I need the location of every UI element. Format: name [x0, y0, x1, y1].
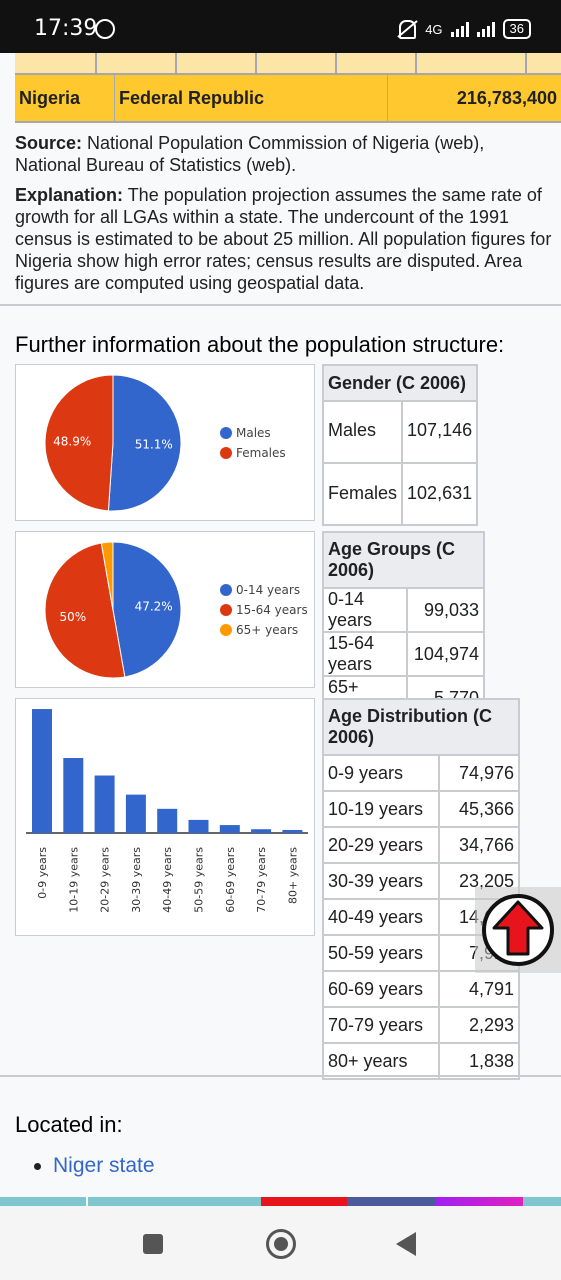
gender-table-title: Gender (C 2006)	[321, 364, 479, 402]
table-row: Males 107,146	[321, 400, 479, 464]
footer-color-bar	[0, 1197, 561, 1206]
divider	[0, 1075, 561, 1077]
pie-slice-males	[107, 374, 182, 512]
age-distribution-chart: 0-9 years 10-19 years 20-29 years 30-39 yea…	[15, 698, 315, 936]
bar-50-59-years	[188, 819, 209, 833]
bar-tick-label: 70-79 years	[255, 847, 268, 913]
table-row: 20-29 years 34,766	[322, 826, 521, 864]
android-nav-bar	[0, 1206, 561, 1280]
table-row: 0-9 years 74,976	[322, 754, 521, 792]
age-groups-legend: 0-14 years 15-64 years 65+ years	[220, 580, 308, 640]
table-row: 80+ years 1,838	[322, 1042, 521, 1080]
bar-80-years	[282, 829, 303, 833]
table-row: 0-14 years 99,033	[321, 587, 485, 633]
age-distribution-table-title: Age Distribution (C 2006)	[322, 698, 520, 756]
located-in-heading: Located in:	[15, 1112, 123, 1137]
country-status: Federal Republic	[115, 75, 388, 121]
bullet	[34, 1162, 41, 1170]
bar-tick-label: 0-9 years	[36, 847, 49, 899]
signal-icon	[450, 21, 469, 37]
pie-slice-0-14-years	[112, 541, 182, 678]
legend-item-females: Females	[220, 443, 286, 463]
back-button[interactable]	[396, 1232, 416, 1256]
age-groups-table: Age Groups (C 2006) 0-14 years 99,033 15-…	[321, 531, 485, 721]
pie-slice-label: 50%	[59, 610, 86, 624]
age-distribution-bar-chart: 0-9 years 10-19 years 20-29 years 30-39 yea…	[26, 709, 308, 913]
source-note: Source: National Population Commission o…	[15, 133, 485, 175]
table-row: 60-69 years 4,791	[322, 970, 521, 1008]
table-row: 15-64 years 104,974	[321, 631, 485, 677]
battery-icon: 36	[502, 19, 531, 39]
bar-0-9-years	[32, 709, 52, 833]
pie-slice-15-64-years	[44, 542, 126, 679]
legend-item-65-plus: 65+ years	[220, 620, 308, 640]
age-groups-table-title: Age Groups (C 2006)	[322, 531, 485, 589]
network-type: 4G	[425, 21, 443, 37]
up-arrow-icon	[482, 894, 554, 966]
table-row: 70-79 years 2,293	[322, 1006, 521, 1044]
age-groups-chart: 47.2% 50% 0-14 years 15-64 years 65+ year…	[15, 531, 315, 688]
bar-tick-label: 30-39 years	[130, 847, 143, 913]
explanation-note: Explanation: The population projection a…	[15, 185, 552, 293]
gender-chart: 51.1% 48.9% Males Females	[15, 364, 315, 521]
bar-30-39-years	[125, 794, 146, 833]
bar-20-29-years	[94, 775, 115, 833]
home-button[interactable]	[266, 1229, 296, 1259]
pie-slice-label: 48.9%	[53, 435, 91, 449]
divider	[0, 304, 561, 306]
pie-slice-65-years	[100, 541, 114, 611]
section-heading: Further information about the population…	[15, 332, 505, 357]
table-header-remnant	[15, 53, 561, 73]
bar-70-79-years	[251, 829, 272, 833]
legend-item-males: Males	[220, 423, 286, 443]
table-row: Females 102,631	[321, 462, 479, 526]
country-name: Nigeria	[15, 75, 115, 121]
bar-tick-label: 80+ years	[286, 847, 299, 904]
gender-pie-chart: 51.1% 48.9%	[44, 374, 182, 512]
bar-tick-label: 60-69 years	[224, 847, 237, 913]
bar-40-49-years	[157, 808, 178, 833]
recent-apps-button[interactable]	[143, 1234, 163, 1254]
bar-tick-label: 10-19 years	[67, 847, 80, 913]
scroll-to-top-button[interactable]	[475, 887, 561, 973]
bar-tick-label: 40-49 years	[161, 847, 174, 913]
legend-item-15-64: 15-64 years	[220, 600, 308, 620]
legend-item-0-14: 0-14 years	[220, 580, 308, 600]
whatsapp-icon	[95, 19, 115, 39]
country-population: 216,783,400	[456, 87, 557, 108]
bar-10-19-years	[63, 757, 84, 833]
gender-table: Gender (C 2006) Males 107,146 Females 10…	[321, 364, 479, 526]
bar-tick-label: 50-59 years	[193, 847, 206, 913]
table-row: 30-39 years 23,205	[322, 862, 521, 900]
bar-60-69-years	[219, 825, 240, 833]
age-groups-pie-chart: 47.2% 50%	[44, 541, 182, 679]
table-row: 10-19 years 45,366	[322, 790, 521, 828]
pie-slice-females	[44, 374, 114, 512]
gender-legend: Males Females	[220, 423, 286, 463]
status-bar: 17:39 4G 36	[0, 0, 561, 53]
muted-notifications-icon	[395, 19, 417, 39]
table-row: Nigeria Federal Republic 216,783,400	[15, 73, 561, 123]
pie-slice-label: 47.2%	[135, 599, 173, 613]
status-icons: 4G 36	[395, 17, 531, 41]
niger-state-link[interactable]: Niger state	[53, 1154, 155, 1177]
signal-icon-2	[476, 21, 495, 37]
pie-slice-label: 51.1%	[135, 437, 173, 451]
bar-tick-label: 20-29 years	[99, 847, 112, 913]
clock: 17:39	[34, 16, 98, 41]
located-in-item[interactable]: Niger state	[34, 1154, 155, 1178]
